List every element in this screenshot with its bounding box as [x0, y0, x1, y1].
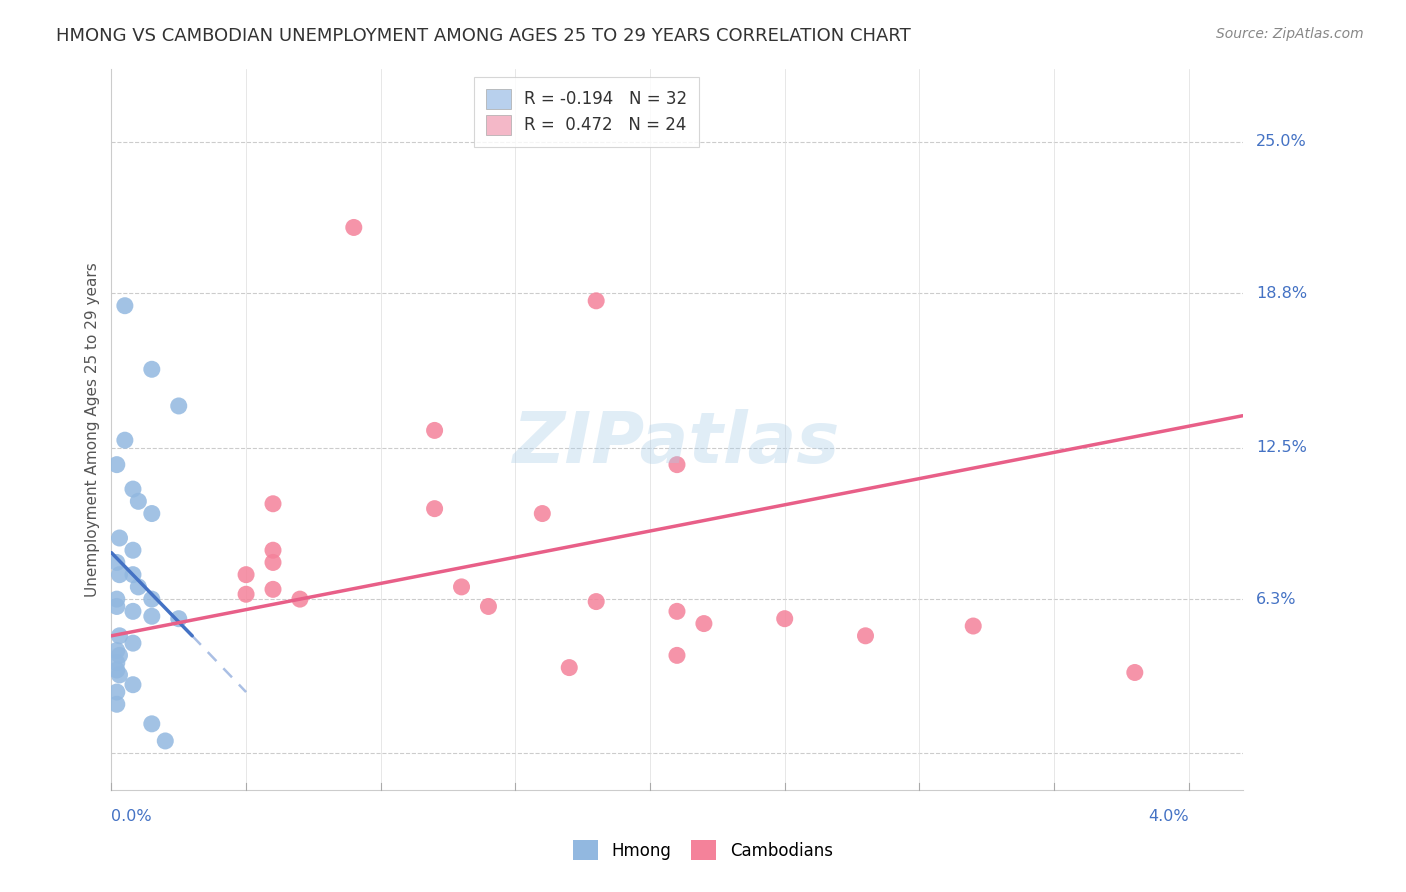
Point	[773, 612, 796, 626]
Point	[122, 543, 145, 558]
Point	[1123, 665, 1146, 680]
Point	[114, 299, 136, 313]
Point	[105, 643, 128, 657]
Point	[665, 604, 688, 618]
Point	[665, 458, 688, 472]
Point	[531, 507, 554, 521]
Text: HMONG VS CAMBODIAN UNEMPLOYMENT AMONG AGES 25 TO 29 YEARS CORRELATION CHART: HMONG VS CAMBODIAN UNEMPLOYMENT AMONG AG…	[56, 27, 911, 45]
Point	[141, 609, 163, 624]
Point	[262, 543, 284, 558]
Point	[477, 599, 499, 614]
Point	[108, 668, 131, 682]
Point	[558, 660, 581, 674]
Point	[288, 592, 311, 607]
Point	[105, 599, 128, 614]
Point	[108, 567, 131, 582]
Text: 12.5%: 12.5%	[1256, 440, 1308, 455]
Point	[122, 636, 145, 650]
Point	[105, 458, 128, 472]
Point	[105, 656, 128, 670]
Point	[105, 698, 128, 712]
Point	[423, 424, 446, 438]
Text: 0.0%: 0.0%	[111, 809, 152, 824]
Point	[262, 582, 284, 597]
Point	[108, 648, 131, 663]
Point	[122, 678, 145, 692]
Point	[423, 501, 446, 516]
Text: 4.0%: 4.0%	[1149, 809, 1188, 824]
Point	[141, 507, 163, 521]
Point	[343, 220, 366, 235]
Point	[235, 587, 257, 601]
Point	[665, 648, 688, 663]
Point	[105, 556, 128, 570]
Point	[141, 716, 163, 731]
Point	[108, 531, 131, 545]
Point	[855, 629, 877, 643]
Point	[105, 663, 128, 677]
Point	[155, 734, 177, 748]
Point	[693, 616, 716, 631]
Point	[108, 629, 131, 643]
Point	[105, 592, 128, 607]
Y-axis label: Unemployment Among Ages 25 to 29 years: Unemployment Among Ages 25 to 29 years	[86, 262, 100, 597]
Point	[235, 567, 257, 582]
Legend: R = -0.194   N = 32, R =  0.472   N = 24: R = -0.194 N = 32, R = 0.472 N = 24	[474, 77, 699, 146]
Point	[122, 604, 145, 618]
Point	[167, 612, 190, 626]
Point	[122, 567, 145, 582]
Point	[262, 497, 284, 511]
Text: ZIPatlas: ZIPatlas	[513, 409, 841, 478]
Point	[262, 556, 284, 570]
Point	[167, 399, 190, 413]
Point	[141, 362, 163, 376]
Point	[450, 580, 472, 594]
Point	[114, 433, 136, 447]
Legend: Hmong, Cambodians: Hmong, Cambodians	[564, 830, 842, 871]
Text: 25.0%: 25.0%	[1256, 135, 1306, 149]
Point	[105, 685, 128, 699]
Text: 6.3%: 6.3%	[1256, 591, 1296, 607]
Text: 18.8%: 18.8%	[1256, 286, 1308, 301]
Point	[122, 482, 145, 496]
Point	[585, 594, 607, 608]
Point	[127, 494, 149, 508]
Text: Source: ZipAtlas.com: Source: ZipAtlas.com	[1216, 27, 1364, 41]
Point	[585, 293, 607, 308]
Point	[127, 580, 149, 594]
Point	[141, 592, 163, 607]
Point	[962, 619, 984, 633]
